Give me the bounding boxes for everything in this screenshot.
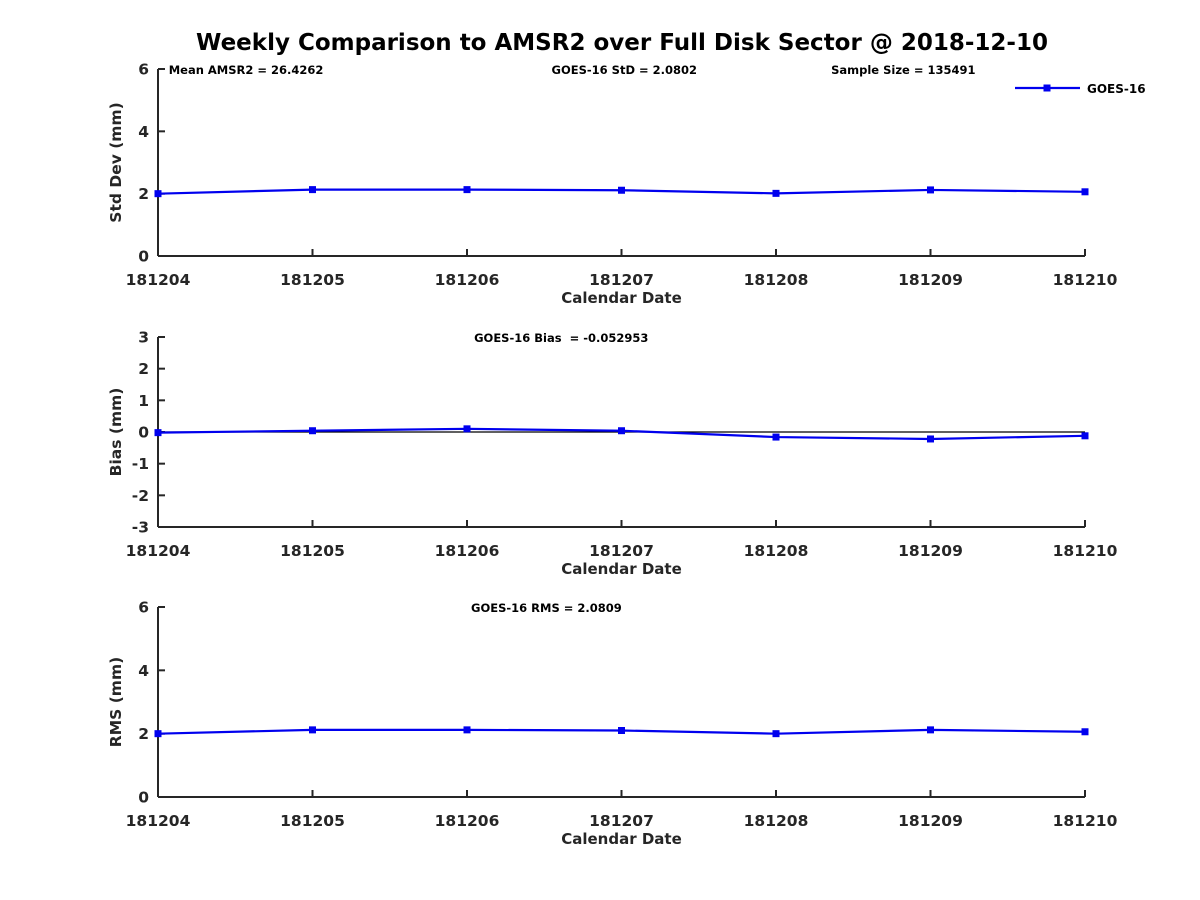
figure-title: Weekly Comparison to AMSR2 over Full Dis… [196, 30, 1048, 56]
y-tick-label: 2 [138, 360, 149, 378]
x-tick-label: 181206 [435, 812, 500, 830]
x-axis-title: Calendar Date [561, 830, 682, 848]
x-tick-label: 181208 [744, 542, 809, 560]
x-tick-label: 181206 [435, 271, 500, 289]
y-tick-label: 4 [138, 662, 149, 680]
data-point-marker [927, 186, 934, 194]
x-tick-label: 181210 [1053, 542, 1118, 560]
data-point-marker [772, 189, 780, 197]
subplot-std-dev: 0 2 4 6 181204 181205 181206 181207 181208 181209… [107, 60, 1146, 307]
y-tick-label: -3 [132, 518, 149, 536]
x-tick-label: 181207 [589, 271, 654, 289]
x-tick-label: 181210 [1053, 812, 1118, 830]
stat-annotation: GOES-16 Bias = -0.052953 [474, 331, 648, 345]
y-tick-label: -2 [132, 487, 149, 505]
stat-annotation: GOES-16 StD = 2.0802 [552, 63, 697, 77]
y-tick-label: 0 [138, 247, 149, 265]
y-tick-label: 4 [138, 123, 149, 141]
data-point-marker [463, 186, 471, 194]
y-tick-label: 0 [138, 423, 149, 441]
data-point-marker [309, 186, 316, 194]
data-point-marker [463, 425, 471, 433]
y-tick-label: 0 [138, 788, 149, 806]
x-tick-label: 181204 [126, 812, 191, 830]
data-point-marker [772, 433, 780, 441]
data-point-marker [618, 427, 625, 435]
legend-marker [1043, 84, 1051, 92]
x-axis-title: Calendar Date [561, 289, 682, 307]
data-point-marker [154, 429, 162, 437]
y-tick-label: -1 [132, 455, 149, 473]
data-point-marker [772, 730, 780, 738]
data-point-marker [309, 726, 316, 734]
stat-annotation: GOES-16 RMS = 2.0809 [471, 601, 622, 615]
x-tick-label: 181209 [898, 812, 963, 830]
subplot-rms: 0 2 4 6 181204 181205 181206 181207 181208 181209… [107, 598, 1118, 848]
data-point-marker [463, 726, 471, 734]
data-point-marker [154, 730, 162, 738]
x-tick-label: 181208 [744, 812, 809, 830]
x-tick-label: 181204 [126, 271, 191, 289]
x-axis-title: Calendar Date [561, 560, 682, 578]
x-tick-label: 181205 [280, 271, 345, 289]
stat-annotation: Sample Size = 135491 [831, 63, 975, 77]
y-axis-title: RMS (mm) [107, 657, 125, 747]
x-tick-label: 181209 [898, 542, 963, 560]
data-point-marker [618, 727, 625, 734]
y-axis-title: Bias (mm) [107, 388, 125, 477]
data-point-marker [1081, 728, 1089, 736]
data-point-marker [1081, 188, 1089, 196]
y-tick-label: 6 [138, 598, 149, 616]
stat-annotation: Mean AMSR2 = 26.4262 [169, 63, 324, 77]
data-point-marker [927, 435, 934, 443]
y-axis-title: Std Dev (mm) [107, 102, 125, 222]
data-point-marker [618, 186, 625, 194]
legend: GOES-16 [1015, 82, 1146, 96]
x-tick-label: 181205 [280, 812, 345, 830]
x-tick-label: 181206 [435, 542, 500, 560]
data-point-marker [927, 726, 934, 734]
x-tick-label: 181210 [1053, 271, 1118, 289]
y-tick-label: 6 [138, 60, 149, 78]
x-tick-label: 181207 [589, 812, 654, 830]
y-tick-label: 2 [138, 185, 149, 203]
x-tick-label: 181209 [898, 271, 963, 289]
y-tick-label: 2 [138, 725, 149, 743]
data-point-marker [309, 427, 316, 435]
x-tick-label: 181207 [589, 542, 654, 560]
x-tick-label: 181205 [280, 542, 345, 560]
x-tick-label: 181204 [126, 542, 191, 560]
y-tick-label: 1 [138, 392, 149, 410]
legend-label: GOES-16 [1087, 82, 1146, 96]
data-point-marker [1081, 432, 1089, 440]
subplot-bias: -3 -2 -1 0 1 2 3 181204 181205 181206 181207 181208… [107, 328, 1118, 578]
y-tick-label: 3 [138, 328, 149, 346]
data-point-marker [154, 190, 162, 198]
x-tick-label: 181208 [744, 271, 809, 289]
